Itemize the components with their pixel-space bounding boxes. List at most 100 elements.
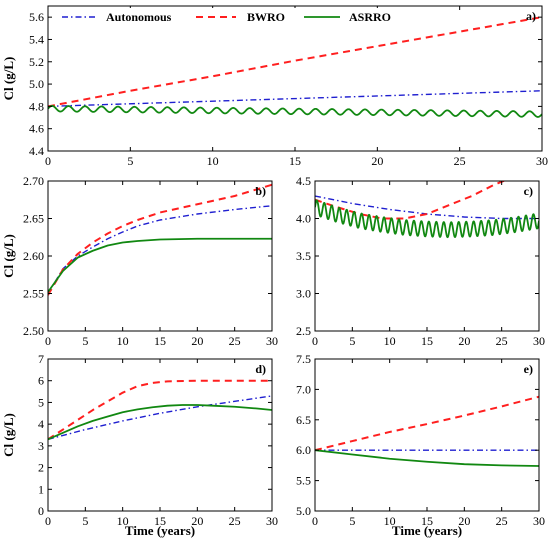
x-tick-label: 0 [45, 334, 51, 348]
y-tick-label: 5.5 [296, 474, 311, 488]
y-tick-label: 4.0 [296, 212, 311, 226]
series-bwro-line [315, 181, 507, 220]
x-tick-label: 0 [45, 154, 51, 168]
y-tick-label: 2.70 [23, 174, 44, 188]
y-axis-label: Cl (g/L) [1, 234, 16, 278]
x-tick-label: 10 [117, 334, 129, 348]
y-tick-label: 5.0 [29, 77, 44, 91]
y-tick-label: 4 [38, 417, 44, 431]
series-group [48, 183, 272, 296]
x-tick-label: 15 [421, 334, 433, 348]
x-tick-label: 15 [154, 334, 166, 348]
series-asrro-line [48, 237, 272, 293]
plot-frame [47, 5, 543, 152]
series-group [48, 379, 272, 441]
panel-a: 0 5 10 15 20 25 30 4.4 4.6 4.8 5.0 5.2 5.4 5.6 a) Cl (g… [1, 5, 548, 168]
y-tick-label: 5.4 [29, 32, 44, 46]
y-tick-label: 4.8 [29, 99, 44, 113]
y-tick-label: 2.65 [23, 212, 44, 226]
panel-label: e) [524, 362, 533, 376]
plot-frame [314, 358, 540, 512]
x-tick-label: 5 [82, 334, 88, 348]
x-tick-label: 10 [384, 334, 396, 348]
legend-background [58, 8, 418, 26]
y-tick-label: 7 [38, 352, 44, 366]
y-tick-label: 2.55 [23, 287, 44, 301]
plot-frame [314, 180, 540, 332]
x-tick-label: 30 [533, 514, 545, 528]
y-tick-label: 6.0 [296, 443, 311, 457]
x-tick-label: 5 [127, 154, 133, 168]
legend-label-bwro: BWRO [247, 10, 285, 24]
series-autonomous-line [48, 90, 542, 108]
y-axis-label: Cl (g/L) [1, 413, 16, 457]
series-autonomous-line [48, 205, 272, 294]
y-tick-label: 0 [38, 504, 44, 518]
y-tick-label: 3.0 [296, 287, 311, 301]
y-tick-label: 5.0 [296, 504, 311, 518]
series-autonomous-line [48, 395, 272, 441]
y-axis-label: Cl (g/L) [1, 57, 16, 101]
x-tick-label: 15 [289, 154, 301, 168]
panel-label: b) [255, 184, 266, 198]
series-group [315, 181, 539, 239]
legend-label-autonomous: Autonomous [106, 10, 172, 24]
y-tick-label: 6 [38, 374, 44, 388]
x-tick-label: 30 [266, 334, 278, 348]
y-tick-label: 4.6 [29, 122, 44, 136]
panel-label: c) [524, 184, 533, 198]
y-tick-label: 2.60 [23, 249, 44, 263]
panel-c: 0 5 10 15 20 25 30 2.5 3.0 3.5 4.0 4.5 c) [296, 174, 545, 348]
series-asrro-line [315, 199, 539, 239]
legend: Autonomous BWRO ASRRO [58, 8, 418, 26]
x-tick-label: 0 [312, 334, 318, 348]
y-tick-label: 1 [38, 482, 44, 496]
x-tick-label: 5 [349, 514, 355, 528]
x-tick-label: 0 [45, 514, 51, 528]
series-asrro-line [48, 104, 542, 118]
x-tick-label: 30 [536, 154, 548, 168]
series-asrro-line [48, 404, 272, 441]
series-group [315, 395, 539, 467]
y-tick-label: 6.5 [296, 413, 311, 427]
y-tick-label: 2.5 [296, 324, 311, 338]
x-tick-label: 10 [117, 514, 129, 528]
y-tick-label: 4.5 [296, 174, 311, 188]
y-tick-label: 3.5 [296, 249, 311, 263]
panel-e: 0 5 10 15 20 25 30 5.0 5.5 6.0 6.5 7.0 7.5 e) Time (ye… [296, 352, 545, 538]
y-tick-label: 5.6 [29, 10, 44, 24]
panel-label: a) [526, 9, 536, 23]
x-tick-label: 15 [154, 514, 166, 528]
x-tick-label: 25 [496, 334, 508, 348]
panel-label: d) [255, 362, 266, 376]
panel-b: 0 5 10 15 20 25 30 2.50 2.55 2.60 2.65 2.70 b) Cl (g/… [1, 174, 278, 348]
y-tick-label: 3 [38, 439, 44, 453]
x-tick-label: 5 [82, 514, 88, 528]
x-axis-label: Time (years) [392, 523, 462, 538]
y-tick-label: 5.2 [29, 55, 44, 69]
x-tick-label: 0 [312, 514, 318, 528]
series-bwro-line [315, 395, 539, 452]
x-tick-label: 20 [191, 334, 203, 348]
x-tick-label: 20 [458, 514, 470, 528]
series-asrro-line [315, 449, 539, 467]
y-tick-label: 2 [38, 461, 44, 475]
y-tick-label: 7.5 [296, 352, 311, 366]
x-tick-label: 15 [421, 514, 433, 528]
x-tick-label: 20 [458, 334, 470, 348]
series-bwro-line [48, 379, 272, 441]
x-axis-label: Time (years) [125, 523, 195, 538]
series-group [48, 16, 542, 118]
x-tick-label: 20 [191, 514, 203, 528]
x-tick-label: 25 [229, 334, 241, 348]
plot-frame [47, 358, 273, 512]
x-tick-label: 20 [371, 154, 383, 168]
y-tick-label: 4.4 [29, 144, 44, 158]
legend-label-asrro: ASRRO [349, 10, 391, 24]
panel-d: 0 5 10 15 20 25 30 0 1 2 3 4 5 6 7 d) Cl (g/L) Time (year… [1, 352, 278, 538]
x-tick-label: 25 [496, 514, 508, 528]
x-tick-label: 5 [349, 334, 355, 348]
x-tick-label: 10 [207, 154, 219, 168]
x-tick-label: 25 [229, 514, 241, 528]
